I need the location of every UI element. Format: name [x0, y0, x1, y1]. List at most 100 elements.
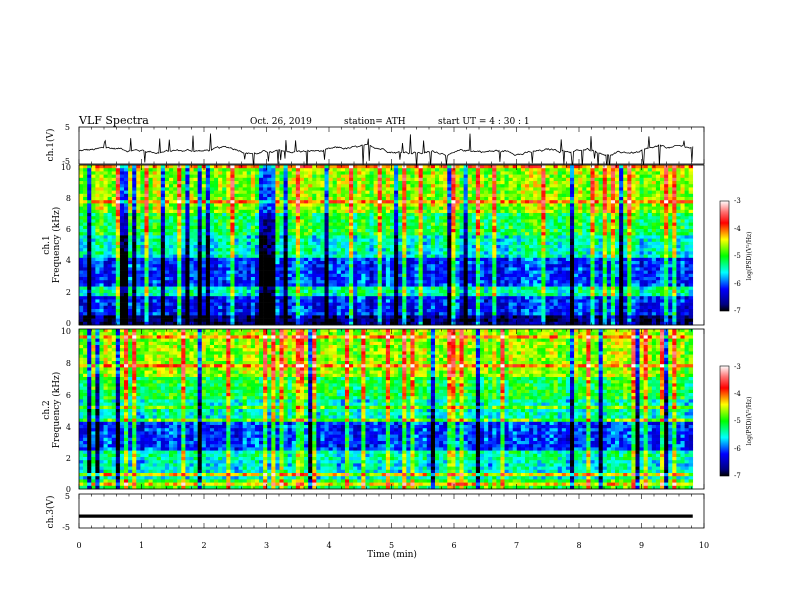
spectrogram-cell: [467, 168, 473, 172]
spectrogram-cell: [471, 193, 477, 198]
spectrogram-cell: [447, 187, 452, 191]
spectrogram-cell: [520, 181, 526, 185]
spectrogram-cell: [295, 213, 301, 217]
spectrogram-cell: [570, 181, 575, 185]
spectrogram-cell: [553, 216, 559, 220]
spectrogram-cell: [197, 206, 203, 211]
spectrogram-cell: [398, 245, 403, 249]
spectrogram-cell: [132, 209, 137, 214]
spectrogram-cell: [684, 245, 689, 249]
spectrogram-cell: [222, 241, 227, 246]
spectrogram-cell: [610, 213, 616, 217]
spectrogram-cell: [459, 203, 464, 207]
spectrogram-cell: [353, 248, 358, 252]
spectrogram-cell: [418, 209, 423, 214]
spectrogram-cell: [185, 241, 190, 246]
spectrogram-cell: [631, 257, 636, 262]
spectrogram-cell: [688, 222, 694, 227]
spectrogram-cell: [87, 174, 92, 179]
spectrogram-cell: [394, 241, 399, 246]
spectrogram-cell: [410, 206, 415, 211]
spectrogram-cell: [484, 181, 489, 185]
spectrogram-cell: [651, 171, 657, 175]
spectrogram-cell: [377, 238, 383, 243]
spectrogram-cell: [193, 168, 198, 172]
spectrogram-cell: [115, 261, 121, 265]
spectrogram-cell: [471, 229, 477, 233]
spectrogram-cell: [664, 197, 669, 201]
spectrogram-cell: [336, 213, 342, 217]
spectrogram-cell: [484, 229, 489, 233]
spectrogram-cell: [214, 257, 219, 262]
spectrogram-cell: [91, 245, 96, 249]
spectrogram-cell: [308, 200, 313, 204]
spectrogram-cell: [336, 267, 342, 271]
spectrogram-cell: [250, 209, 256, 214]
spectrogram-cell: [434, 257, 440, 262]
spectrogram-cell: [299, 213, 305, 217]
spectrogram-cell: [680, 184, 685, 188]
spectrogram-cell: [508, 177, 514, 182]
spectrogram-cell: [418, 203, 423, 207]
spectrogram-cell: [148, 190, 153, 195]
spectrogram-cell: [664, 181, 669, 185]
spectrogram-cell: [295, 225, 301, 230]
spectrogram-cell: [279, 193, 284, 198]
spectrogram-cell: [295, 248, 301, 252]
spectrogram-cell: [557, 225, 563, 230]
spectrogram-cell: [115, 257, 121, 262]
spectrogram-cell: [107, 238, 113, 243]
spectrogram-cell: [475, 261, 481, 265]
spectrogram-cell: [177, 184, 182, 188]
spectrogram-cell: [672, 209, 677, 214]
spectrogram-cell: [385, 193, 391, 198]
spectrogram-cell: [561, 238, 567, 243]
spectrogram-cell: [635, 241, 640, 246]
spectrogram-cell: [373, 193, 378, 198]
spectrogram-cell: [99, 216, 104, 220]
spectrogram-cell: [619, 209, 624, 214]
spectrogram-cell: [455, 174, 460, 179]
spectrogram-cell: [639, 222, 644, 227]
spectrogram-cell: [254, 219, 260, 223]
spectrogram-cell: [304, 254, 309, 259]
spectrogram-cell: [254, 184, 260, 188]
spectrogram-cell: [332, 168, 338, 172]
spectrogram-cell: [606, 261, 612, 265]
spectrogram-cell: [623, 222, 628, 227]
spectrogram-cell: [557, 254, 563, 259]
spectrogram-cell: [631, 187, 636, 191]
spectrogram-cell: [402, 222, 407, 227]
spectrogram-cell: [504, 254, 509, 259]
spectrogram-cell: [320, 222, 325, 227]
spectrogram-cell: [189, 232, 194, 236]
spectrogram-cell: [79, 171, 84, 175]
spectrogram-cell: [385, 238, 391, 243]
spectrogram-cell: [537, 203, 542, 207]
spectrogram-cell: [447, 222, 452, 227]
spectrogram-cell: [623, 232, 628, 236]
spectrogram-cell: [565, 261, 571, 265]
spectrogram-cell: [545, 213, 550, 217]
spectrogram-cell: [336, 232, 342, 236]
spectrogram-cell: [128, 171, 133, 175]
spectrogram-cell: [672, 222, 677, 227]
spectrogram-cell: [332, 190, 338, 195]
spectrogram-cell: [422, 225, 428, 230]
spectrogram-cell: [447, 235, 452, 239]
spectrogram-cell: [406, 181, 411, 185]
spectrogram-cell: [545, 181, 550, 185]
spectrogram-cell: [635, 213, 640, 217]
spectrogram-cell: [488, 206, 493, 211]
spectrogram-cell: [688, 254, 694, 259]
spectrogram-cell: [434, 193, 440, 198]
spectrogram-cell: [185, 232, 190, 236]
spectrogram-cell: [570, 222, 575, 227]
spectrogram-cell: [119, 174, 125, 179]
spectrogram-cell: [565, 257, 571, 262]
spectrogram-cell: [561, 165, 567, 169]
spectrogram-cell: [99, 190, 104, 195]
spectrogram-cell: [115, 222, 121, 227]
spectrogram-cell: [156, 216, 162, 220]
spectrogram-cell: [242, 181, 248, 185]
